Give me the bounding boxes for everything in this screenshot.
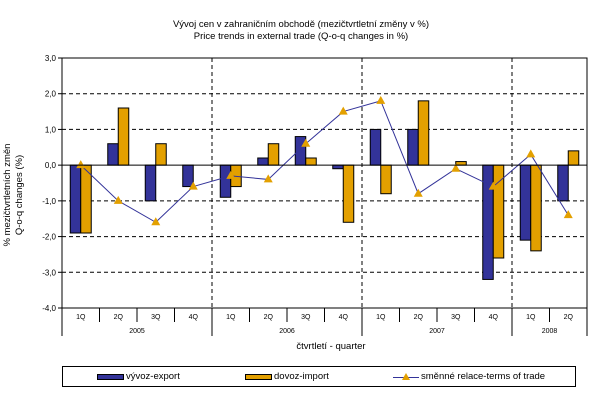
y-tick-label: -4,0 [42,304,56,313]
legend-label-terms-of-trade: směnné relace-terms of trade [421,371,546,382]
y-tick-label: -2,0 [42,233,56,242]
legend-item-terms-of-trade: směnné relace-terms of trade [393,371,545,382]
bar-export [219,164,232,198]
bar-export [107,143,119,166]
bar-export [519,164,532,241]
bar-export [557,164,569,202]
bar-import [117,107,130,166]
x-tick-label: 1Q [376,314,386,321]
bar-export [294,136,307,166]
legend-marker-terms-of-trade [393,372,419,382]
terms-of-trade-line [76,95,573,226]
terms-of-trade-marker [563,210,573,219]
terms-of-trade-marker [301,138,311,147]
x-tick-label: 2Q [564,314,574,321]
legend-swatch-export [97,373,124,380]
triangle-marker-icon [402,372,410,380]
terms-of-trade-marker [376,95,386,104]
bar-export [182,164,194,188]
legend-item-import: dovoz-import [245,371,329,382]
bar-import [342,164,355,223]
x-category-labels: 2005 2006 2007 2008 1Q 2Q 3Q 4Q 1Q 2Q 3Q 4Q 1Q 2Q 3Q 4Q… [76,314,573,335]
x-tick-label: 1Q [76,314,86,321]
bar-import [380,164,392,195]
bar-import [305,157,317,166]
terms-of-trade-marker [488,181,498,190]
y-tick-label: 0,0 [45,161,57,170]
y-tick-label: -1,0 [42,197,56,206]
legend-label-import: dovoz-import [274,371,329,382]
chart-subtitle: Price trends in external trade (Q-o-q ch… [193,31,409,42]
x-axis-label: čtvrtletí - quarter [296,341,366,352]
bar-export [144,164,157,202]
terms-of-trade-marker [226,170,236,179]
x-group-label: 2008 [542,328,558,335]
x-tick-label: 4Q [189,314,199,321]
bar-export [69,164,82,234]
x-tick-label: 3Q [151,314,161,321]
legend-item-export: vývoz-export [97,371,180,382]
bar-import [567,150,580,166]
x-group-label: 2005 [129,328,145,335]
x-tick-label: 1Q [526,314,536,321]
legend-label-export: vývoz-export [126,371,180,382]
plot-frame [61,57,588,309]
terms-of-trade-marker [76,160,86,169]
terms-of-trade-marker [188,181,198,190]
legend: vývoz-export dovoz-import směnné relace-… [62,366,576,387]
x-tick-label: 2Q [264,314,274,321]
x-tick-label: 2Q [414,314,424,321]
terms-of-trade-polyline [80,100,569,223]
terms-of-trade-marker [526,149,536,158]
x-tick-label: 2Q [114,314,124,321]
legend-swatch-import [245,373,272,380]
bar-export [407,128,419,166]
terms-of-trade-marker [413,188,423,197]
terms-of-trade-marker [451,163,461,172]
terms-of-trade-marker [113,195,123,204]
y-tick-labels: 3,0 2,0 1,0 0,0 -1,0 -2,0 -3,0 -4,0 [42,54,56,313]
axes [58,57,588,336]
bar-import [155,143,167,166]
bar-import [80,164,92,234]
gridlines [62,58,587,308]
bar-import [267,143,280,166]
y-tick-label: 3,0 [45,54,57,63]
bars [69,100,580,280]
bar-export [332,164,344,170]
bar-export [369,128,382,166]
y-tick-label: 2,0 [45,90,57,99]
x-tick-label: 3Q [451,314,461,321]
bar-export [257,157,269,166]
x-tick-label: 4Q [339,314,349,321]
x-tick-label: 3Q [301,314,311,321]
terms-of-trade-marker [338,106,348,115]
y-tick-label: -3,0 [42,268,56,277]
y-tick-label: 1,0 [45,125,57,134]
x-group-label: 2006 [279,328,295,335]
x-tick-label: 1Q [226,314,236,321]
bar-import [417,100,430,166]
chart-title: Vývoj cen v zahraničním obchodě (mezičtv… [172,19,430,30]
bar-import [455,161,467,166]
x-group-label: 2007 [429,328,445,335]
bar-import [530,164,542,252]
x-tick-label: 4Q [489,314,499,321]
terms-of-trade-marker [263,174,273,183]
terms-of-trade-marker [151,217,161,226]
